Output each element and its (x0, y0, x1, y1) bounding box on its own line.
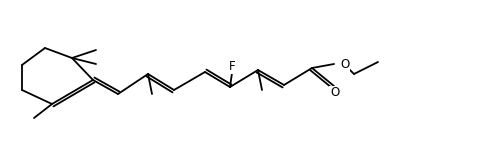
Text: F: F (229, 60, 235, 73)
Text: O: O (330, 86, 339, 100)
Text: O: O (340, 58, 349, 71)
